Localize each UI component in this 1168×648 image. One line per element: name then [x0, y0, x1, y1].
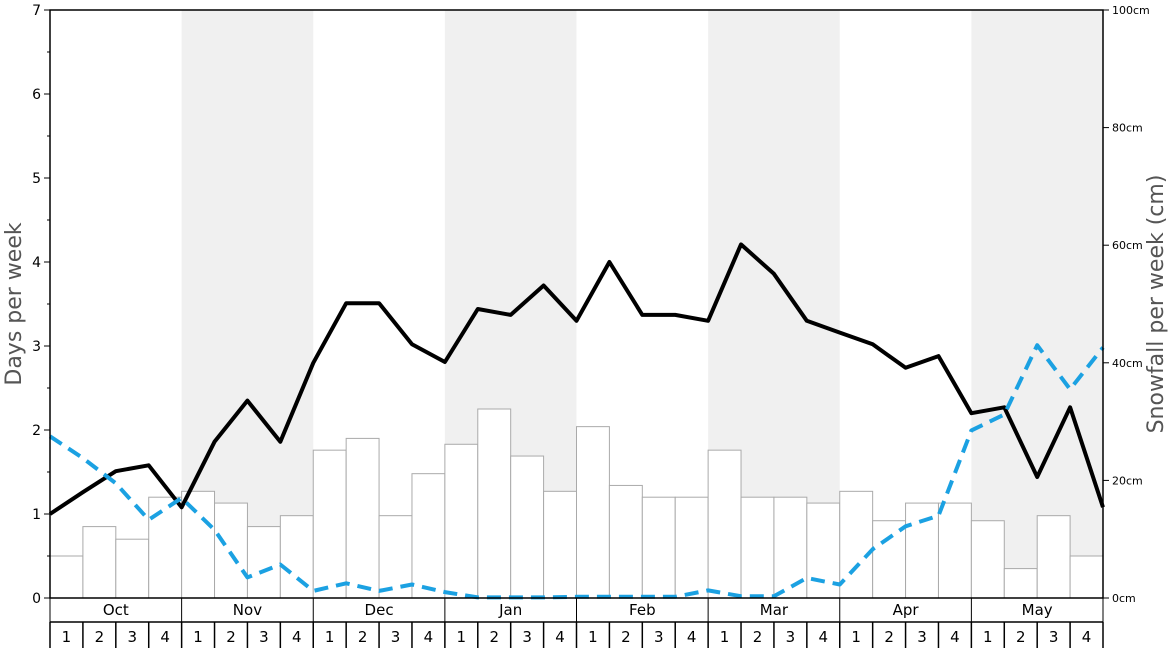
week-label: 2: [621, 628, 631, 646]
days-line: [48, 242, 1105, 516]
bar: [49, 555, 84, 599]
left-axis-title: Days per week: [2, 222, 27, 385]
week-label: 2: [95, 628, 105, 646]
week-label: 4: [555, 628, 565, 646]
bar: [707, 449, 742, 599]
bar: [576, 426, 610, 599]
bar: [510, 455, 545, 599]
bar: [937, 502, 972, 599]
month-label: Oct: [103, 601, 129, 619]
week-label: 4: [424, 628, 434, 646]
week-label: 1: [325, 628, 335, 646]
right-tick-label: 60cm: [1112, 239, 1143, 252]
bar: [905, 502, 939, 599]
bar: [312, 449, 347, 599]
bar: [1069, 555, 1104, 599]
week-label: 4: [160, 628, 170, 646]
month-label: Jan: [498, 601, 522, 619]
week-label: 1: [457, 628, 467, 646]
bar: [181, 490, 216, 599]
left-tick-label: 7: [32, 3, 41, 19]
week-label: 4: [950, 628, 960, 646]
month-label: Feb: [629, 601, 656, 619]
bar: [148, 496, 183, 599]
bar: [477, 408, 512, 599]
left-tick-label: 2: [32, 423, 41, 439]
bar: [82, 526, 117, 599]
right-tick-label: 40cm: [1112, 357, 1143, 370]
right-tick-label: 0cm: [1112, 592, 1136, 605]
week-label: 1: [62, 628, 72, 646]
left-tick-label: 0: [32, 591, 41, 607]
month-label: Apr: [893, 601, 920, 619]
right-tick-label: 100cm: [1112, 4, 1150, 17]
week-label: 4: [292, 628, 302, 646]
bar: [214, 502, 248, 599]
bar: [1003, 568, 1038, 599]
week-label: 4: [687, 628, 697, 646]
week-label: 3: [1049, 628, 1059, 646]
bar: [872, 520, 907, 599]
right-tick-label: 80cm: [1112, 122, 1143, 135]
line-series: [48, 242, 1105, 600]
week-label: 1: [851, 628, 861, 646]
week-label: 1: [588, 628, 598, 646]
month-label: Dec: [365, 601, 394, 619]
week-label: 2: [489, 628, 499, 646]
left-tick-label: 1: [32, 507, 41, 523]
month-shade-may: [971, 10, 1103, 598]
right-axis-title: Snowfall per week (cm): [1144, 175, 1168, 434]
left-tick-label: 5: [32, 171, 41, 187]
week-label: 3: [391, 628, 401, 646]
month-label: Nov: [233, 601, 262, 619]
bar: [115, 538, 150, 599]
week-label: 3: [522, 628, 532, 646]
week-label: 4: [1082, 628, 1092, 646]
week-label: 1: [720, 628, 730, 646]
week-label: 3: [654, 628, 664, 646]
right-tick-label: 20cm: [1112, 474, 1143, 487]
bar: [1036, 515, 1071, 599]
bar: [740, 496, 775, 599]
week-label: 1: [983, 628, 993, 646]
week-label: 2: [753, 628, 763, 646]
bar: [246, 526, 281, 599]
week-label: 2: [884, 628, 894, 646]
bar-series: [49, 408, 1104, 599]
week-label: 2: [226, 628, 236, 646]
week-label: 1: [193, 628, 203, 646]
bar: [543, 490, 577, 599]
left-tick-label: 4: [32, 255, 41, 271]
week-label: 3: [127, 628, 137, 646]
week-label: 4: [819, 628, 829, 646]
month-label: May: [1022, 601, 1053, 619]
week-label: 3: [259, 628, 269, 646]
week-label: 2: [1016, 628, 1026, 646]
week-label: 2: [358, 628, 368, 646]
left-tick-label: 6: [32, 87, 41, 103]
month-shading: [181, 10, 1103, 598]
bar: [674, 496, 709, 599]
week-label: 3: [917, 628, 927, 646]
bar: [345, 437, 380, 599]
bar: [444, 443, 479, 599]
bar: [970, 520, 1005, 599]
bar: [411, 473, 446, 599]
bar: [608, 484, 643, 599]
month-label: Mar: [760, 601, 789, 619]
axes: 0 1 2 3 4 5 6 7 0cm 20cm 40cm 60cm 80cm 100cm Oct Nov De…: [32, 3, 1150, 648]
left-tick-label: 3: [32, 339, 41, 355]
snowfall-line: [48, 343, 1105, 600]
week-label: 3: [786, 628, 796, 646]
bar: [641, 496, 676, 599]
